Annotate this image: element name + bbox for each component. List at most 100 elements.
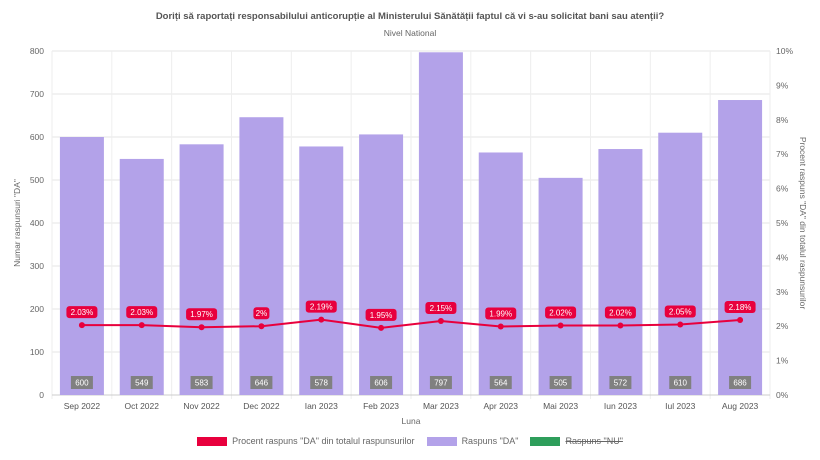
y2-tick-label: 4% [776, 252, 789, 262]
line-value-label: 2.03% [130, 308, 153, 317]
bar-value-label: 686 [733, 379, 747, 388]
line-label-box [365, 308, 397, 321]
y2-tick-label: 9% [776, 80, 789, 90]
line-value-label: 2.03% [71, 308, 94, 317]
bar [658, 132, 703, 395]
y-tick-label: 400 [30, 218, 44, 228]
bar [718, 100, 763, 396]
bar-value-label: 564 [494, 379, 508, 388]
x-tick-label: Oct 2022 [125, 401, 160, 411]
y2-tick-label: 3% [776, 287, 789, 297]
y2-tick-label: 0% [776, 390, 789, 400]
legend-item-nu[interactable]: Raspuns "NU" [530, 436, 623, 446]
line-label-box [425, 302, 457, 315]
bar-value-box [429, 376, 452, 389]
line-value-label: 2.18% [729, 303, 752, 312]
y-tick-label: 600 [30, 132, 44, 142]
line-value-label: 2% [256, 309, 268, 318]
x-tick-label: Iul 2023 [665, 401, 696, 411]
line-value-label: 1.95% [370, 311, 393, 320]
line-value-label: 1.97% [190, 310, 213, 319]
bar [59, 137, 104, 395]
y-axis-title: Numar raspunsuri "DA" [12, 179, 22, 267]
line-label-box [485, 307, 517, 320]
y-tick-label: 300 [30, 261, 44, 271]
line-label-box [66, 306, 98, 319]
bar-value-label: 572 [614, 379, 628, 388]
line-value-label: 2.15% [430, 304, 453, 313]
line-point [318, 316, 325, 323]
y-tick-label: 200 [30, 304, 44, 314]
line-series [81, 318, 741, 329]
y2-tick-label: 1% [776, 356, 789, 366]
bar-value-box [669, 376, 692, 389]
y-tick-label: 100 [30, 347, 44, 357]
y2-tick-label: 10% [776, 46, 793, 56]
chart-title: Doriți să raportați responsabilului anti… [155, 11, 665, 22]
legend-swatch [530, 436, 561, 446]
y-tick-label: 800 [30, 46, 44, 56]
bar [299, 146, 344, 395]
chart-subtitle: Nivel National [383, 28, 437, 38]
bar-value-box [310, 376, 333, 389]
y-tick-label: 500 [30, 175, 44, 185]
x-tick-label: Iun 2023 [604, 401, 637, 411]
y2-tick-label: 6% [776, 184, 789, 194]
line-point [198, 324, 205, 331]
legend-swatch [197, 436, 228, 446]
y2-tick-label: 5% [776, 218, 789, 228]
x-tick-label: Feb 2023 [363, 401, 399, 411]
bar [598, 149, 643, 395]
bar-value-box [70, 376, 93, 389]
bar-value-box [489, 376, 512, 389]
line-point [78, 322, 85, 329]
x-axis-title: Luna [402, 416, 421, 426]
bar [418, 52, 463, 395]
y2-tick-label: 2% [776, 321, 789, 331]
bar-value-box [729, 376, 752, 389]
bar-value-label: 549 [135, 379, 149, 388]
legend-item-da[interactable]: Raspuns "DA" [426, 436, 519, 446]
line-label-box [253, 307, 270, 320]
x-tick-label: Mai 2023 [543, 401, 578, 411]
bar [239, 117, 284, 395]
bar [538, 177, 583, 395]
line-point [557, 322, 564, 329]
legend-item-percent[interactable]: Procent raspuns "DA" din totalul raspuns… [197, 436, 415, 446]
line-point [258, 323, 265, 330]
x-tick-label: Dec 2022 [243, 401, 280, 411]
legend-label: Raspuns "DA" [461, 436, 519, 446]
line-point [497, 323, 504, 330]
bar [179, 144, 224, 395]
bar-value-label: 610 [674, 379, 688, 388]
y2-tick-label: 8% [776, 115, 789, 125]
bar-value-label: 606 [374, 379, 388, 388]
bar-value-box [609, 376, 632, 389]
bar-value-box [130, 376, 153, 389]
x-tick-label: Sep 2022 [64, 401, 101, 411]
x-tick-label: Aug 2023 [722, 401, 759, 411]
line-label-box [305, 300, 337, 313]
x-tick-label: Nov 2022 [183, 401, 220, 411]
bar-value-label: 797 [434, 379, 448, 388]
line-point [617, 322, 624, 329]
line-value-label: 2.19% [310, 303, 333, 312]
bar [119, 158, 164, 395]
bar-value-box [250, 376, 273, 389]
bar-value-label: 600 [75, 379, 89, 388]
line-value-label: 2.02% [609, 309, 632, 318]
y-tick-label: 0 [39, 390, 44, 400]
legend: Procent raspuns "DA" din totalul raspuns… [0, 436, 820, 446]
line-point [437, 318, 444, 325]
line-point [378, 324, 385, 331]
legend-label: Procent raspuns "DA" din totalul raspuns… [232, 436, 415, 446]
bar [359, 134, 404, 396]
bar-value-label: 505 [554, 379, 568, 388]
x-tick-label: Mar 2023 [423, 401, 459, 411]
bar-value-box [190, 376, 213, 389]
bar [478, 152, 523, 395]
line-value-label: 2.02% [549, 309, 572, 318]
line-label-box [186, 308, 218, 321]
bar-value-label: 583 [195, 379, 209, 388]
